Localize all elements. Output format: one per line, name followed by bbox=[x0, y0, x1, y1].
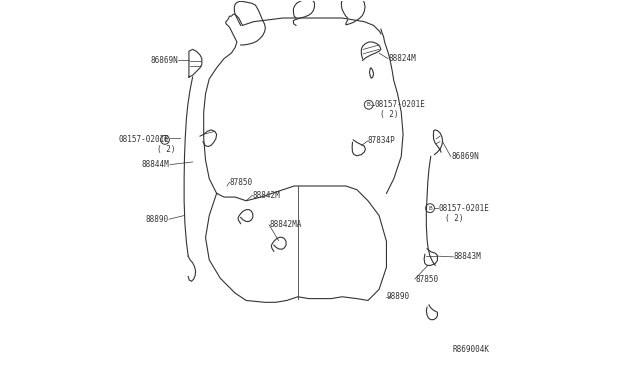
Text: 88824M: 88824M bbox=[388, 54, 416, 63]
Text: 88844M: 88844M bbox=[142, 160, 170, 169]
Text: 88842M: 88842M bbox=[253, 191, 280, 200]
Text: 08157-0201E: 08157-0201E bbox=[438, 203, 489, 213]
Text: 87850: 87850 bbox=[230, 178, 253, 187]
Text: 08157-0201E: 08157-0201E bbox=[119, 135, 170, 144]
Text: 87850: 87850 bbox=[415, 275, 438, 283]
Text: ( 2): ( 2) bbox=[157, 145, 175, 154]
Text: 86869N: 86869N bbox=[451, 152, 479, 161]
Text: ( 2): ( 2) bbox=[445, 214, 463, 222]
Text: 98890: 98890 bbox=[387, 292, 410, 301]
Text: B: B bbox=[428, 206, 432, 211]
Text: 88842MA: 88842MA bbox=[269, 220, 302, 229]
Text: 88890: 88890 bbox=[145, 215, 168, 224]
Text: B: B bbox=[367, 102, 371, 107]
Text: 88843M: 88843M bbox=[454, 252, 481, 262]
Text: B: B bbox=[163, 137, 167, 142]
Text: ( 2): ( 2) bbox=[380, 110, 399, 119]
Text: 86869N: 86869N bbox=[150, 56, 178, 65]
Text: 87834P: 87834P bbox=[368, 137, 396, 145]
Text: R869004K: R869004K bbox=[453, 345, 490, 354]
Text: 08157-0201E: 08157-0201E bbox=[374, 100, 426, 109]
